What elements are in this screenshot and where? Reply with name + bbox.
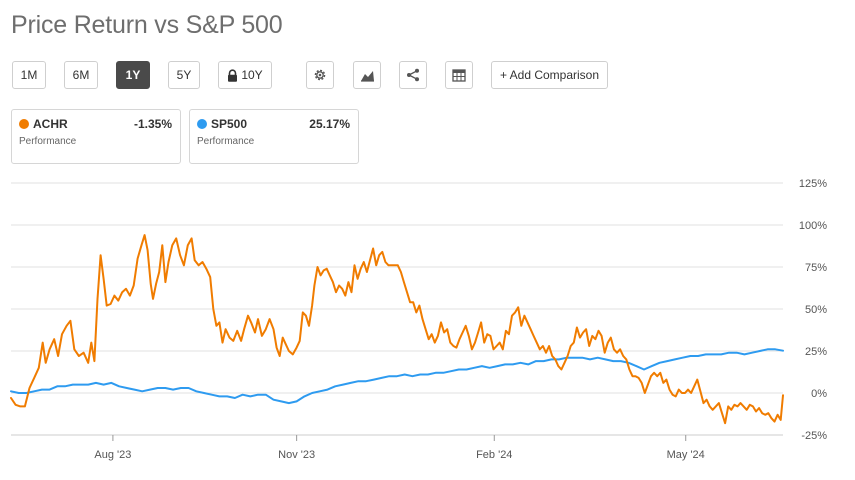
sp500-color-dot xyxy=(197,119,207,129)
chart-type-icon xyxy=(360,70,374,82)
achr-color-dot xyxy=(19,119,29,129)
price-return-chart[interactable]: 125% 100% 75% 50% 25% 0% -25% Aug '23 Nov '23 Feb… xyxy=(0,170,855,475)
legend-symbol: SP500 xyxy=(211,117,248,131)
range-6m-button[interactable]: 6M xyxy=(64,61,98,89)
y-tick-label: 25% xyxy=(805,346,827,358)
y-tick-label: 50% xyxy=(805,304,827,316)
lock-icon xyxy=(228,68,238,82)
range-1y-button[interactable]: 1Y xyxy=(116,61,150,89)
y-tick-label: 0% xyxy=(811,388,827,400)
chart-type-button[interactable] xyxy=(353,61,381,89)
y-tick-label: 100% xyxy=(799,220,827,232)
share-button[interactable] xyxy=(399,61,427,89)
add-comparison-button[interactable]: + Add Comparison xyxy=(491,61,608,89)
x-tick-label: Feb '24 xyxy=(476,449,512,461)
y-tick-label: 75% xyxy=(805,262,827,274)
page-title: Price Return vs S&P 500 xyxy=(11,11,283,39)
y-tick-label: 125% xyxy=(799,178,827,190)
range-10y-button[interactable]: 10Y xyxy=(218,61,272,89)
settings-button[interactable] xyxy=(306,61,334,89)
table-button[interactable] xyxy=(445,61,473,89)
legend-sub: Performance xyxy=(197,136,255,147)
legend-value: -1.35% xyxy=(133,117,172,131)
x-tick-label: Nov '23 xyxy=(278,449,315,461)
series-line-achr xyxy=(10,234,784,425)
settings-icon xyxy=(314,69,326,81)
legend-value: 25.17% xyxy=(309,117,350,131)
table-icon xyxy=(452,68,466,82)
legend-card-sp500[interactable]: SP500 25.17% Performance xyxy=(189,109,359,164)
y-tick-label: -25% xyxy=(801,430,827,442)
x-tick-label: May '24 xyxy=(667,449,705,461)
range-1m-button[interactable]: 1M xyxy=(12,61,46,89)
legend-card-achr[interactable]: ACHR -1.35% Performance xyxy=(11,109,181,164)
legend-sub: Performance xyxy=(19,136,77,147)
range-10y-label: 10Y xyxy=(241,68,263,82)
series-line-sp500 xyxy=(10,348,784,405)
range-5y-button[interactable]: 5Y xyxy=(168,61,200,89)
legend-symbol: ACHR xyxy=(33,117,68,131)
x-tick-label: Aug '23 xyxy=(94,449,131,461)
share-icon xyxy=(407,68,419,82)
